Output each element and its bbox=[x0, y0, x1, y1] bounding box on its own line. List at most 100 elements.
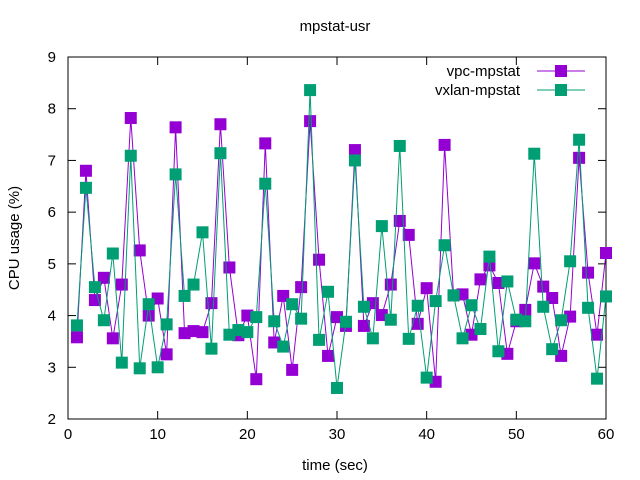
data-point bbox=[286, 363, 299, 376]
data-point bbox=[178, 289, 191, 302]
data-point bbox=[402, 228, 415, 241]
data-point bbox=[268, 315, 281, 328]
x-tick-label: 50 bbox=[508, 426, 525, 443]
data-point bbox=[142, 309, 155, 322]
data-point bbox=[501, 275, 514, 288]
legend: vpc-mpstat vxlan-mpstat bbox=[435, 63, 585, 99]
data-point bbox=[348, 144, 361, 157]
data-point bbox=[528, 147, 541, 160]
data-point bbox=[564, 255, 577, 268]
data-point bbox=[97, 314, 110, 327]
data-point bbox=[70, 319, 83, 332]
series-layer bbox=[70, 84, 612, 394]
data-point bbox=[348, 154, 361, 167]
data-point bbox=[250, 311, 263, 324]
legend-item-vpc-mpstat: vpc-mpstat bbox=[447, 63, 585, 80]
legend-item-vxlan-mpstat: vxlan-mpstat bbox=[435, 82, 585, 99]
data-point bbox=[295, 281, 308, 294]
data-point bbox=[582, 266, 595, 279]
data-point bbox=[411, 299, 424, 312]
data-point bbox=[322, 349, 335, 362]
data-point bbox=[70, 331, 83, 344]
data-point bbox=[528, 257, 541, 270]
data-point bbox=[582, 301, 595, 314]
data-point bbox=[519, 315, 532, 328]
data-point bbox=[160, 348, 173, 361]
x-tick-label: 0 bbox=[64, 426, 72, 443]
data-point bbox=[456, 332, 469, 345]
data-point bbox=[537, 280, 550, 293]
data-point bbox=[187, 278, 200, 291]
data-point bbox=[331, 381, 343, 394]
data-point bbox=[160, 318, 173, 331]
data-point bbox=[492, 345, 505, 358]
data-point bbox=[591, 328, 604, 341]
data-point bbox=[591, 372, 604, 385]
data-point bbox=[133, 244, 146, 257]
data-point bbox=[375, 220, 388, 233]
x-tick-label: 20 bbox=[239, 426, 256, 443]
data-point bbox=[537, 300, 550, 313]
data-point bbox=[402, 332, 415, 345]
data-point bbox=[115, 356, 128, 369]
data-point bbox=[465, 299, 478, 312]
data-point bbox=[600, 290, 612, 303]
data-point bbox=[322, 285, 335, 298]
x-axis: 0 10 20 30 40 50 60 bbox=[64, 57, 615, 443]
x-tick-label: 60 bbox=[598, 426, 615, 443]
data-point bbox=[313, 253, 326, 266]
data-point bbox=[142, 298, 155, 311]
data-point bbox=[169, 121, 182, 134]
y-axis-label: CPU usage (%) bbox=[6, 186, 23, 290]
data-point bbox=[420, 371, 433, 384]
data-point bbox=[151, 361, 164, 374]
series-line bbox=[76, 90, 607, 389]
data-point bbox=[286, 298, 299, 311]
y-tick-label: 5 bbox=[48, 256, 56, 273]
data-point bbox=[438, 239, 451, 252]
chart-title: mpstat-usr bbox=[300, 18, 371, 35]
data-point bbox=[304, 115, 317, 128]
data-point bbox=[277, 340, 290, 353]
data-point bbox=[259, 137, 272, 150]
data-point bbox=[546, 343, 559, 356]
data-point bbox=[366, 332, 379, 345]
data-point bbox=[384, 313, 397, 326]
data-point bbox=[97, 271, 110, 284]
data-point bbox=[474, 273, 487, 286]
x-axis-label: time (sec) bbox=[302, 457, 368, 474]
y-tick-label: 8 bbox=[48, 101, 56, 118]
data-point bbox=[88, 281, 101, 294]
data-point bbox=[357, 319, 370, 332]
data-point bbox=[106, 247, 119, 260]
data-point bbox=[196, 226, 209, 239]
data-point bbox=[214, 147, 227, 160]
data-point bbox=[573, 151, 586, 164]
x-tick-label: 40 bbox=[418, 426, 435, 443]
data-point bbox=[573, 133, 586, 146]
legend-marker bbox=[555, 84, 567, 96]
data-point bbox=[214, 118, 227, 131]
data-point bbox=[169, 168, 182, 181]
y-tick-label: 6 bbox=[48, 204, 56, 221]
data-point bbox=[250, 373, 263, 386]
data-point bbox=[79, 164, 92, 177]
plot-frame bbox=[67, 56, 607, 420]
series-line bbox=[76, 117, 607, 382]
data-point bbox=[196, 326, 209, 339]
y-tick-label: 7 bbox=[48, 152, 56, 169]
legend-marker bbox=[555, 65, 567, 77]
data-point bbox=[420, 282, 433, 295]
data-point bbox=[393, 139, 406, 152]
data-point bbox=[115, 278, 128, 291]
data-point bbox=[438, 138, 451, 151]
data-point bbox=[205, 342, 218, 355]
y-tick-label: 9 bbox=[48, 49, 56, 66]
data-point bbox=[483, 250, 496, 263]
y-axis: 2 3 4 5 6 7 8 9 bbox=[48, 49, 606, 428]
data-point bbox=[429, 295, 442, 308]
data-point bbox=[259, 177, 272, 190]
data-point bbox=[241, 326, 254, 339]
